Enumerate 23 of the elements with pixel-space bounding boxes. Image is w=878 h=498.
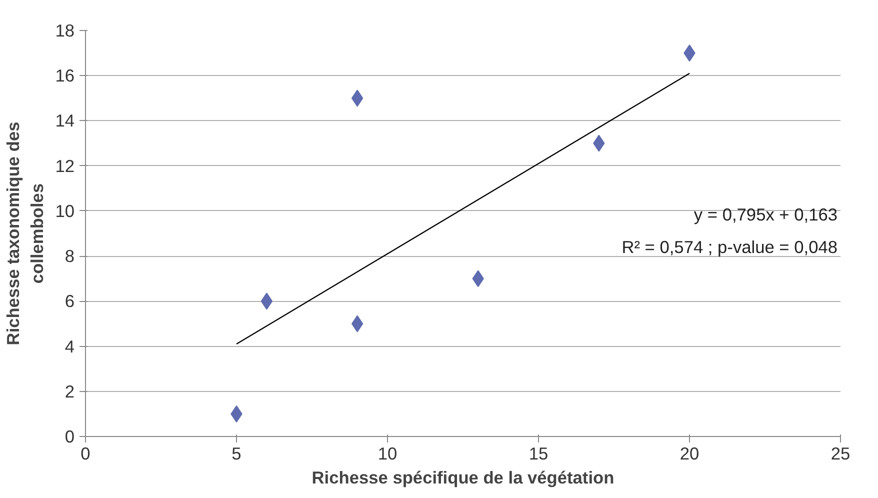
y-axis-title: Richesse taxonomique des collemboles (3, 122, 48, 346)
y-tick-label: 0 (64, 426, 75, 446)
y-tick-label: 8 (64, 246, 75, 266)
y-tick-label: 4 (64, 336, 75, 356)
y-tick-label: 14 (55, 110, 75, 131)
y-tick-label: 18 (55, 20, 75, 40)
x-tick-label: 10 (378, 444, 398, 464)
x-axis-title: Richesse spécifique de la végétation (312, 468, 614, 488)
point (351, 90, 364, 107)
x-tick-label: 5 (232, 444, 242, 464)
x-tick-label: 15 (528, 444, 548, 464)
y-tick-label: 12 (55, 156, 75, 176)
y-tick-label: 2 (64, 381, 75, 402)
point (260, 292, 273, 310)
y-tick-label: 6 (64, 291, 75, 312)
y-tick-label: 10 (55, 200, 75, 221)
annotation: R² = 0,574 ; p-value = 0,048 (622, 237, 838, 258)
annotation: y = 0,795x + 0,163 (694, 204, 838, 224)
x-tick-label: 0 (80, 444, 90, 464)
y-tick-label: 16 (55, 66, 75, 86)
x-tick-label: 20 (680, 444, 700, 464)
x-tick-label: 25 (830, 444, 850, 464)
point (351, 315, 364, 332)
